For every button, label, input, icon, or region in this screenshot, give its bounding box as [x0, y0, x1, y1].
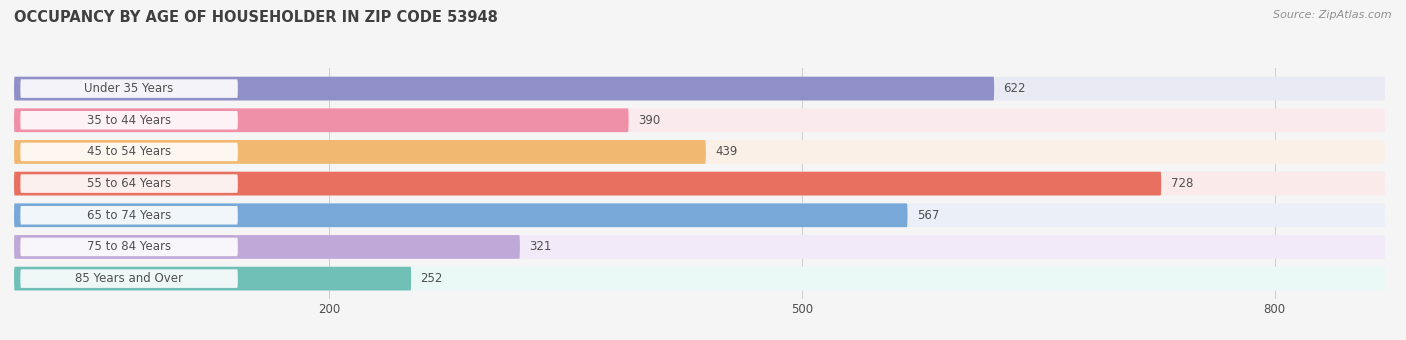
FancyBboxPatch shape [20, 206, 238, 224]
Text: 390: 390 [638, 114, 661, 127]
Text: 75 to 84 Years: 75 to 84 Years [87, 240, 172, 253]
FancyBboxPatch shape [14, 203, 1385, 227]
FancyBboxPatch shape [20, 143, 238, 161]
Text: 622: 622 [1004, 82, 1026, 95]
Text: 35 to 44 Years: 35 to 44 Years [87, 114, 172, 127]
FancyBboxPatch shape [20, 174, 238, 193]
FancyBboxPatch shape [14, 203, 907, 227]
FancyBboxPatch shape [20, 238, 238, 256]
FancyBboxPatch shape [20, 111, 238, 130]
Text: Source: ZipAtlas.com: Source: ZipAtlas.com [1274, 10, 1392, 20]
FancyBboxPatch shape [14, 267, 411, 290]
FancyBboxPatch shape [14, 235, 520, 259]
FancyBboxPatch shape [14, 235, 1385, 259]
Text: OCCUPANCY BY AGE OF HOUSEHOLDER IN ZIP CODE 53948: OCCUPANCY BY AGE OF HOUSEHOLDER IN ZIP C… [14, 10, 498, 25]
Text: 567: 567 [917, 209, 939, 222]
FancyBboxPatch shape [14, 172, 1385, 195]
FancyBboxPatch shape [14, 108, 1385, 132]
FancyBboxPatch shape [14, 140, 1385, 164]
Text: 65 to 74 Years: 65 to 74 Years [87, 209, 172, 222]
FancyBboxPatch shape [14, 108, 628, 132]
Text: Under 35 Years: Under 35 Years [84, 82, 174, 95]
FancyBboxPatch shape [14, 77, 1385, 100]
Text: 439: 439 [716, 146, 738, 158]
FancyBboxPatch shape [14, 77, 994, 100]
Text: 45 to 54 Years: 45 to 54 Years [87, 146, 172, 158]
Text: 321: 321 [529, 240, 551, 253]
FancyBboxPatch shape [14, 140, 706, 164]
Text: 252: 252 [420, 272, 443, 285]
FancyBboxPatch shape [14, 267, 1385, 290]
Text: 55 to 64 Years: 55 to 64 Years [87, 177, 172, 190]
FancyBboxPatch shape [20, 269, 238, 288]
Text: 728: 728 [1171, 177, 1194, 190]
Text: 85 Years and Over: 85 Years and Over [75, 272, 183, 285]
FancyBboxPatch shape [20, 79, 238, 98]
FancyBboxPatch shape [14, 172, 1161, 195]
